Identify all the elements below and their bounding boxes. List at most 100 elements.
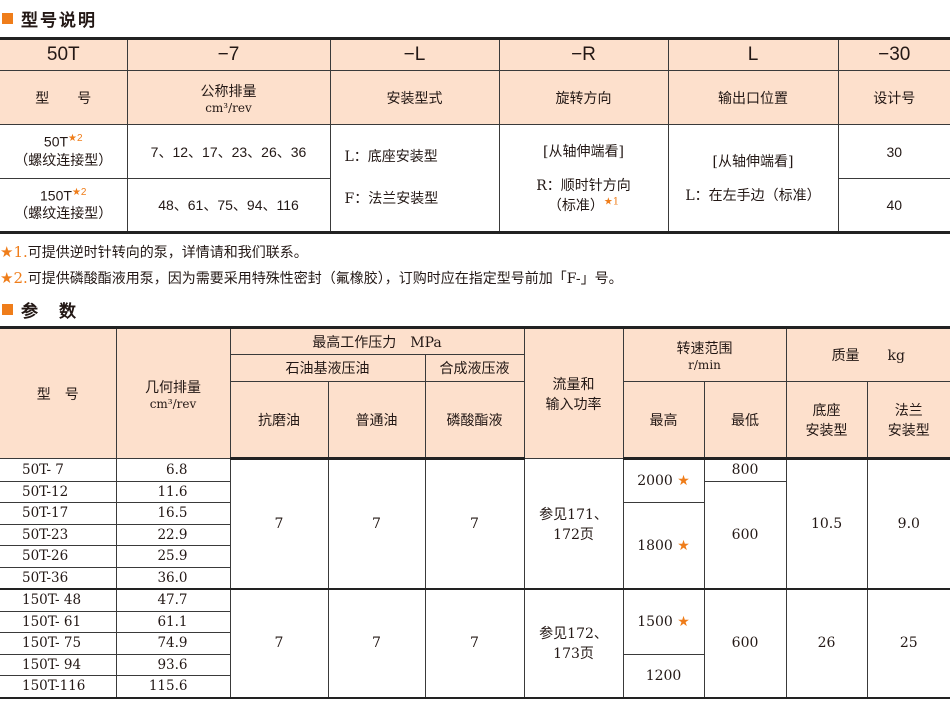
header-unit: cm³/rev	[205, 100, 252, 115]
header-text: 法兰	[894, 402, 923, 419]
flow-cell: 参见171、 172页	[523, 458, 624, 590]
header-model: 型 号	[0, 70, 128, 125]
model-row: 150T★2 （螺纹连接型） 48、61、75、94、116 40	[0, 178, 950, 233]
model-cell: 150T- 61	[0, 610, 117, 633]
max-speed: 1800	[637, 537, 673, 554]
header-max: 最高	[622, 381, 705, 460]
section-title-text: 型号说明	[21, 11, 97, 31]
star-icon: ★	[677, 537, 690, 554]
phosphate-cell: 7	[424, 458, 525, 590]
footnote-text: 可提供磷酸酯液用泵，因为需要采用特殊性密封（氟橡胶），订购时应在指定型号前加「F…	[27, 271, 623, 287]
model-type: （螺纹连接型）	[14, 152, 113, 169]
table-row: 50T-23 22.9	[0, 523, 950, 546]
flow-text: 172页	[553, 526, 594, 543]
design-cell: 40	[837, 178, 950, 233]
model-name: 50T	[43, 133, 69, 150]
footnote-mark: ★2.	[0, 269, 28, 287]
model-row: 50T★2 （螺纹连接型） 7、12、17、23、26、36 L：底座安装型 F：法…	[0, 124, 950, 233]
model-name: 150T	[40, 187, 72, 204]
header-synthetic: 合成液压液	[424, 354, 525, 382]
flow-text: 参见171、	[539, 506, 608, 523]
table-row: 50T-26 25.9	[0, 545, 950, 568]
section-title-params: 参 数	[2, 297, 78, 322]
footnote-text: 可提供逆时针转向的泵，详情请和我们联系。	[27, 245, 308, 261]
star-icon: ★	[677, 613, 690, 630]
code-cell: −30	[837, 38, 950, 71]
header-text: 几何排量	[145, 379, 201, 396]
displacement-cell: 16.5	[115, 502, 231, 525]
header-antiwear: 抗磨油	[230, 381, 329, 460]
model-cell: 150T- 48	[0, 588, 117, 612]
model-cell: 150T- 75	[0, 632, 117, 655]
header-row: 型 号 几何排量 cm³/rev 最高工作压力 MPa 流量和 输入功率 转速范围 r…	[0, 327, 950, 459]
star-note: ★2	[71, 186, 87, 198]
model-cell: 50T-23	[0, 523, 117, 546]
model-cell: 50T-12	[0, 480, 117, 503]
star-note: ★2	[68, 133, 83, 145]
mounting-cell: L：底座安装型 F：法兰安装型	[329, 124, 500, 233]
displacement-cell: 48、61、75、94、116	[126, 178, 331, 233]
orange-square-icon	[2, 13, 13, 24]
flow-cell: 参见172、 173页	[523, 588, 624, 698]
header-speed: 转速范围 r/min	[622, 327, 787, 382]
footnote-2: ★2.可提供磷酸酯液用泵，因为需要采用特殊性密封（氟橡胶），订购时应在指定型号前…	[0, 268, 623, 288]
code-cell: −L	[329, 38, 500, 71]
max-speed-cell: 1800 ★	[622, 502, 705, 590]
header-foot: 底座 安装型	[785, 381, 868, 460]
model-cell: 150T- 94	[0, 653, 117, 676]
header-displacement: 公称排量 cm³/rev	[126, 70, 331, 125]
mounting-l: L：底座安装型	[344, 149, 438, 165]
header-phosphate: 磷酸酯液	[424, 381, 525, 460]
parameter-table: 型 号 几何排量 cm³/rev 最高工作压力 MPa 流量和 输入功率 转速范围 r…	[0, 326, 950, 699]
displacement-cell: 36.0	[115, 566, 230, 590]
table-row: 150T- 48 47.7 7 7 7 参见172、 173页 1500 ★ 60…	[0, 588, 950, 698]
header-row: 抗磨油 普通油 磷酸酯液 最高 最低 底座安装型 法兰 安装型	[0, 381, 950, 460]
displacement-cell: 93.6	[115, 653, 231, 676]
displacement-cell: 11.6	[115, 480, 231, 503]
displacement-cell: 7、12、17、23、26、36	[126, 124, 331, 179]
flange-mass-cell: 25	[866, 588, 950, 698]
flow-text: 173页	[553, 646, 594, 663]
foot-mass-cell: 26	[785, 588, 868, 698]
header-model: 型 号	[0, 327, 117, 459]
min-speed-cell: 800	[703, 458, 787, 482]
model-type: （螺纹连接型）	[14, 206, 113, 223]
rotation-standard: （标准）	[547, 198, 604, 214]
displacement-cell: 6.8	[115, 458, 231, 482]
header-unit: r/min	[688, 358, 721, 372]
antiwear-cell: 7	[229, 458, 329, 590]
model-cell: 50T-36	[0, 566, 117, 590]
table-row: 150T- 75 74.9	[0, 632, 950, 655]
header-text: 底座	[812, 402, 841, 419]
displacement-cell: 61.1	[115, 610, 230, 633]
max-speed: 2000	[637, 473, 673, 489]
header-outlet: 输出口位置	[667, 70, 839, 125]
code-cell: L	[667, 38, 839, 71]
header-rotation: 旋转方向	[498, 70, 669, 125]
code-cell: −7	[126, 38, 331, 71]
code-cell: −R	[498, 38, 669, 71]
rotation-view: [从轴伸端看]	[543, 144, 624, 160]
max-speed: 1500	[637, 613, 673, 630]
header-displacement: 几何排量 cm³/rev	[115, 327, 231, 459]
displacement-cell: 22.9	[115, 523, 230, 546]
header-petroleum: 石油基液压油	[230, 354, 426, 382]
min-speed-cell: 600	[703, 480, 787, 590]
antiwear-cell: 7	[229, 588, 329, 698]
ordinary-cell: 7	[327, 458, 426, 590]
table-row: 150T-116 115.6	[0, 675, 950, 698]
header-flange: 法兰 安装型	[866, 381, 950, 460]
header-ordinary: 普通油	[327, 381, 426, 460]
footnote-1: ★1.可提供逆时针转向的泵，详情请和我们联系。	[0, 242, 308, 262]
star-note: ★1	[603, 196, 620, 208]
header-min: 最低	[703, 381, 787, 460]
design-cell: 30	[837, 124, 950, 179]
footnote-mark: ★1.	[0, 243, 28, 261]
header-text: 安装型	[805, 422, 848, 439]
code-cell: 50T	[0, 38, 128, 71]
section-title-model: 型号说明	[2, 6, 97, 31]
flange-mass-cell: 9.0	[866, 458, 950, 590]
outlet-cell: [从轴伸端看] L：在左手边（标准）	[667, 124, 839, 233]
outlet-view: [从轴伸端看]	[712, 154, 794, 170]
header-row: 石油基液压油 合成液压液	[0, 354, 950, 382]
